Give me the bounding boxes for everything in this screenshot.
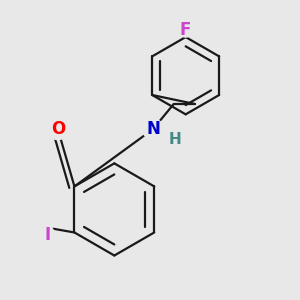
Text: H: H	[169, 132, 182, 147]
Circle shape	[47, 119, 68, 140]
Text: N: N	[146, 120, 160, 138]
Text: F: F	[180, 21, 191, 39]
Circle shape	[178, 22, 193, 37]
Text: I: I	[44, 226, 50, 244]
Circle shape	[168, 132, 183, 147]
Circle shape	[40, 227, 55, 242]
Text: O: O	[51, 120, 65, 138]
Circle shape	[142, 119, 164, 140]
